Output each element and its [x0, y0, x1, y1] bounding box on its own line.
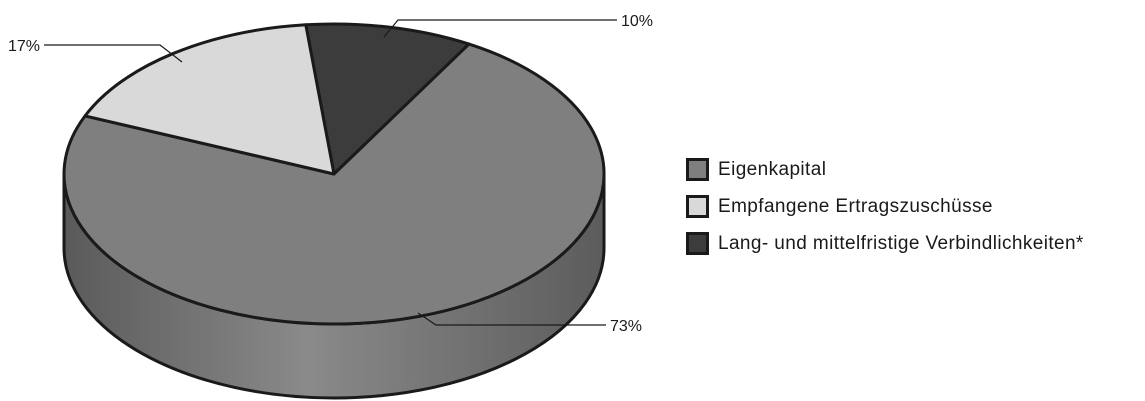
pie-slice — [83, 23, 336, 176]
pie-data-label: 17% — [8, 38, 40, 55]
legend-swatch — [686, 232, 709, 255]
pie-slices — [62, 22, 606, 326]
legend-item-verbindlichkeiten: Lang- und mittelfristige Verbindlichkeit… — [686, 228, 1084, 259]
pie-leader-lines — [44, 19, 617, 326]
leader-line — [417, 312, 606, 326]
pie-slice — [304, 22, 471, 176]
legend-item-empfangene-ertragszuschuesse: Empfangene Ertragszuschüsse — [686, 191, 1084, 222]
legend-label: Empfangene Ertragszuschüsse — [718, 195, 993, 217]
pie-slice — [62, 42, 606, 326]
legend: Eigenkapital Empfangene Ertragszuschüsse… — [686, 154, 1084, 265]
legend-swatch — [686, 195, 709, 218]
leader-line — [383, 19, 617, 38]
pie-data-label: 10% — [621, 13, 653, 30]
legend-item-eigenkapital: Eigenkapital — [686, 154, 1084, 185]
legend-label: Lang- und mittelfristige Verbindlichkeit… — [718, 232, 1084, 254]
pie-data-labels: 73% 17% 10% — [8, 13, 653, 335]
leader-line — [44, 44, 183, 63]
legend-label: Eigenkapital — [718, 158, 827, 180]
legend-swatch — [686, 158, 709, 181]
pie-data-label: 73% — [610, 318, 642, 335]
